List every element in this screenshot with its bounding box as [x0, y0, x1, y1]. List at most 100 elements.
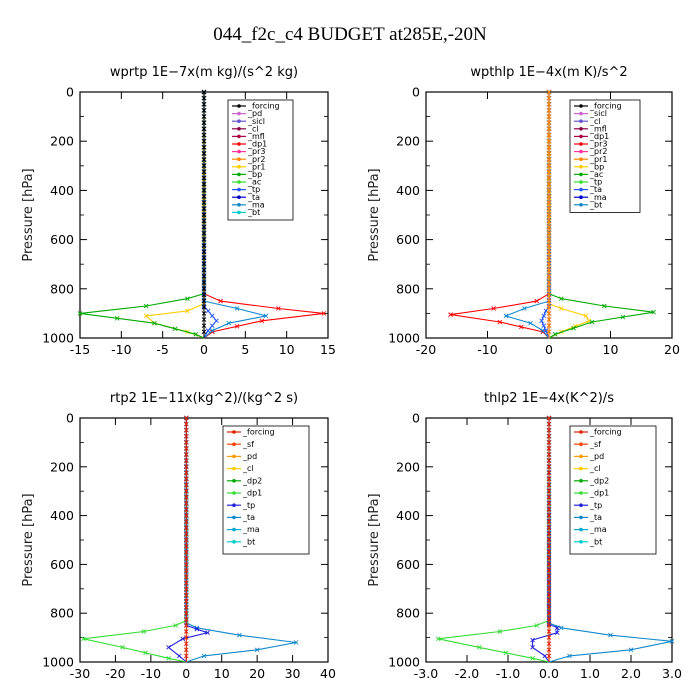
series-marker: [183, 415, 189, 421]
x-tick-label: -15: [70, 342, 90, 357]
series-marker: [183, 537, 189, 543]
series-marker: [546, 641, 552, 647]
series-marker: [183, 586, 189, 592]
legend-entry: _pr1: [247, 162, 265, 171]
series-marker: [183, 507, 189, 512]
series-marker: [193, 331, 199, 337]
series-marker: [201, 132, 207, 138]
legend-entry: _ac: [589, 170, 603, 179]
legend-marker: [579, 134, 583, 139]
legend-entry: _dp1: [242, 489, 262, 498]
legend-entry: _ma: [247, 200, 265, 209]
legend-marker: [579, 527, 583, 532]
series-marker: [209, 323, 215, 329]
series-marker: [546, 329, 552, 335]
series-marker: [608, 632, 613, 638]
series-line-dp1: [203, 92, 324, 339]
series-line-ta: [504, 92, 550, 339]
panel-3: rtp2 1E−11x(kg^2)/(kg^2 s) Pressure [hPa]…: [21, 391, 336, 681]
series-marker: [620, 314, 626, 320]
series-marker: [205, 308, 211, 314]
series-marker: [546, 224, 552, 230]
series-marker: [183, 653, 189, 659]
legend-entry: _forcing: [242, 428, 275, 437]
legend-entry: _mfl: [247, 132, 265, 141]
series-marker: [183, 598, 189, 604]
series-marker: [254, 647, 260, 653]
legend-entry: _pd: [589, 452, 604, 461]
series-marker: [546, 470, 552, 476]
series-marker: [183, 531, 189, 537]
series-marker: [546, 95, 552, 101]
legend-marker: [579, 157, 583, 161]
legend-marker: [579, 515, 583, 520]
series-marker: [183, 568, 189, 573]
series-marker: [546, 175, 552, 181]
legend-marker: [237, 165, 241, 169]
series-marker: [546, 243, 552, 249]
series-marker: [543, 328, 549, 333]
series-marker: [546, 317, 552, 322]
series-marker: [534, 298, 540, 304]
legend-marker: [579, 180, 583, 184]
legend-marker: [232, 430, 236, 434]
series-marker: [546, 132, 552, 138]
legend-entry: _tp: [247, 185, 260, 194]
legend-entry: _pr3: [247, 147, 265, 156]
legend-marker: [232, 454, 236, 459]
series-marker: [546, 157, 552, 162]
series-marker: [546, 629, 552, 634]
y-tick-label: 0: [66, 411, 74, 426]
legend-entry: _pd: [247, 109, 262, 118]
legend-entry: _dp1: [247, 140, 267, 149]
series-marker: [183, 458, 189, 464]
series-marker: [201, 261, 207, 267]
legend-entry: _ma: [589, 525, 607, 534]
legend-marker: [579, 442, 583, 447]
x-tick-label: 3.0: [662, 666, 682, 681]
legend-entry: _dp1: [589, 489, 609, 498]
series-marker: [558, 625, 564, 631]
legend-marker: [237, 111, 241, 116]
legend-entry: _pr2: [589, 147, 607, 156]
legend-entry: _pr3: [589, 140, 607, 149]
series-marker: [201, 653, 207, 659]
legend-marker: [237, 104, 241, 108]
x-tick-label: 20: [664, 342, 680, 357]
legend-entry: _bp: [247, 170, 262, 179]
legend-marker: [237, 149, 241, 154]
legend-marker: [579, 203, 583, 207]
series-marker: [209, 328, 215, 333]
series-marker: [542, 653, 548, 659]
legend-entry: _bp: [589, 162, 604, 171]
series-marker: [183, 501, 189, 506]
series-marker: [546, 212, 552, 218]
series-marker: [201, 224, 207, 230]
y-axis-label: Pressure [hPa]: [367, 493, 382, 586]
legend-box: [569, 99, 641, 213]
series-line-dp1: [438, 418, 550, 663]
legend-entry: _cl: [247, 124, 259, 133]
legend-marker: [579, 119, 583, 123]
series-marker: [540, 329, 546, 335]
series-marker: [435, 636, 441, 642]
y-tick-label: 600: [50, 232, 74, 247]
legend-marker: [232, 442, 236, 447]
series-marker: [183, 543, 189, 549]
series-marker: [183, 629, 189, 634]
legend-entry: _cl: [589, 117, 601, 126]
series-marker: [183, 470, 189, 476]
legend-marker: [237, 119, 241, 123]
legend-marker: [579, 466, 583, 471]
series-marker: [546, 513, 552, 518]
series-marker: [546, 464, 552, 470]
series-marker: [185, 308, 190, 314]
series-marker: [651, 309, 656, 315]
legend-marker: [232, 479, 236, 483]
series-marker: [205, 630, 210, 636]
series-marker: [201, 292, 207, 298]
series-marker: [201, 231, 207, 236]
series-marker: [259, 318, 265, 324]
x-tick-label: -20: [105, 666, 125, 681]
series-marker: [546, 151, 552, 156]
